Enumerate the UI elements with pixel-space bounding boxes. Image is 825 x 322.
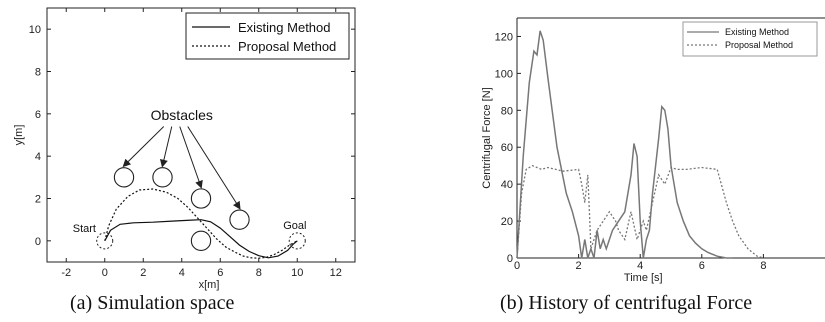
chart-b-ytick-label: 100 bbox=[495, 68, 513, 80]
chart-a-series-proposal bbox=[104, 188, 298, 259]
chart-a-ylabel: y[m] bbox=[13, 125, 25, 146]
chart-b-xtick-label: 0 bbox=[514, 260, 520, 272]
chart-a-obstacle-arrow bbox=[187, 126, 241, 210]
chart-a-xtick-label: 6 bbox=[217, 267, 223, 279]
chart-a-xtick-label: 4 bbox=[179, 267, 185, 279]
chart-a-legend-entry: Existing Method bbox=[238, 20, 331, 35]
chart-a-goal-label: Goal bbox=[283, 220, 306, 232]
chart-b-ytick-label: 0 bbox=[507, 253, 513, 265]
chart-a-obstacle bbox=[190, 188, 212, 209]
chart-a-obstacle bbox=[152, 167, 173, 188]
chart-b-ytick-label: 20 bbox=[501, 216, 513, 228]
chart-a-obstacle-arrow bbox=[159, 126, 173, 168]
chart-a bbox=[46, 7, 356, 263]
chart-a-obstacle bbox=[229, 209, 250, 230]
chart-b-xtick-label: 6 bbox=[699, 260, 705, 272]
chart-b-ytick-label: 120 bbox=[495, 31, 513, 43]
chart-a-obstacle-arrow bbox=[122, 126, 165, 168]
chart-a-xtick-label: 10 bbox=[291, 267, 303, 279]
chart-a-xtick-label: 2 bbox=[140, 267, 146, 279]
chart-a-xtick-label: 12 bbox=[330, 267, 342, 279]
chart-a-ytick-label: 6 bbox=[35, 109, 41, 121]
chart-a-obstacles-label: Obstacles bbox=[151, 107, 213, 123]
chart-a-xtick-label: -2 bbox=[61, 267, 71, 279]
chart-a-ytick-label: 2 bbox=[35, 194, 41, 206]
chart-b-xtick-label: 4 bbox=[637, 260, 643, 272]
chart-b-xtick-label: 2 bbox=[576, 260, 582, 272]
chart-a-obstacle bbox=[190, 230, 212, 252]
caption-b: (b) History of centrifugal Force bbox=[500, 292, 753, 314]
chart-b bbox=[516, 17, 825, 259]
chart-b-xtick-label: 8 bbox=[760, 260, 766, 272]
chart-b-legend-box bbox=[682, 21, 818, 57]
chart-a-obstacle bbox=[113, 167, 135, 188]
chart-b-series-proposal bbox=[516, 164, 764, 259]
chart-b-ytick-label: 80 bbox=[501, 105, 513, 117]
chart-a-frame bbox=[46, 7, 356, 263]
chart-b-ytick-label: 40 bbox=[501, 179, 513, 191]
chart-b-ylabel: Centrifugal Force [N] bbox=[481, 87, 493, 188]
chart-a-ytick-label: 10 bbox=[29, 24, 41, 36]
chart-a-goal-marker bbox=[288, 232, 306, 250]
chart-a-legend-entry: Proposal Method bbox=[238, 39, 336, 54]
chart-b-series-existing bbox=[516, 30, 733, 259]
chart-b-legend-entry: Existing Method bbox=[725, 27, 789, 37]
chart-a-start-label: Start bbox=[73, 223, 96, 235]
chart-a-legend-box bbox=[185, 12, 350, 60]
chart-a-series-existing bbox=[104, 219, 298, 259]
caption-a: (a) Simulation space bbox=[70, 292, 235, 314]
chart-a-ytick-label: 0 bbox=[35, 236, 41, 248]
chart-a-ytick-label: 4 bbox=[35, 151, 41, 163]
chart-a-xlabel: x[m] bbox=[199, 279, 220, 291]
chart-b-legend-entry: Proposal Method bbox=[725, 40, 793, 50]
chart-b-xlabel: Time [s] bbox=[624, 272, 663, 284]
chart-a-start-marker bbox=[96, 232, 114, 250]
chart-a-xtick-label: 8 bbox=[256, 267, 262, 279]
chart-a-obstacle-arrow bbox=[179, 126, 203, 189]
chart-b-ytick-label: 60 bbox=[501, 142, 513, 154]
chart-a-xtick-label: 0 bbox=[102, 267, 108, 279]
chart-a-ytick-label: 8 bbox=[35, 67, 41, 79]
